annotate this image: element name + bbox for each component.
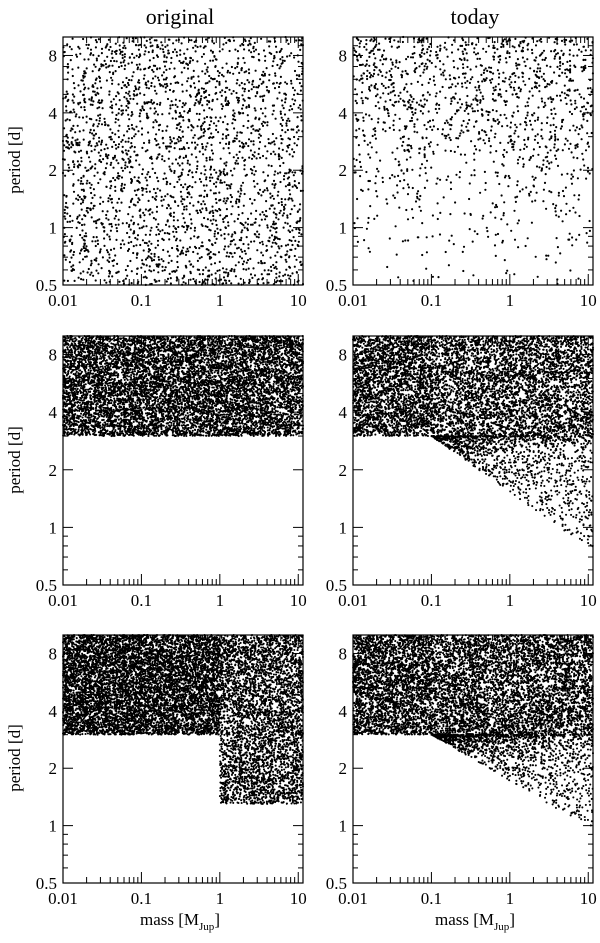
- y-tick-label: 2: [339, 161, 348, 180]
- axes-bottom-today: 0.01 0.1 1 10 0.5 1 2 4 8: [326, 634, 597, 908]
- y-tick-label: 1: [339, 817, 348, 836]
- x-tick-label: 0.1: [421, 889, 442, 908]
- y-tick-label: 4: [339, 403, 348, 422]
- x-tick-label: 0.1: [421, 591, 442, 610]
- x-tick-label: 10: [580, 591, 597, 610]
- scatter-points-middle-today: [352, 334, 595, 548]
- x-tick-label: 0.01: [48, 591, 78, 610]
- x-tick-label: 0.01: [48, 889, 78, 908]
- y-tick-label: 0.5: [326, 576, 347, 595]
- marks-bottom-today: [352, 633, 595, 827]
- y-tick-label: 2: [49, 161, 58, 180]
- y-tick-label: 4: [49, 104, 58, 123]
- x-tick-label: 0.1: [131, 291, 152, 310]
- plot-frame: [352, 36, 594, 286]
- axes-middle-original: 0.01 0.1 1 10 0.5 1 2 4 8: [36, 335, 307, 610]
- x-tick-label: 0.1: [421, 291, 442, 310]
- x-tick-label: 0.01: [338, 889, 368, 908]
- x-tick-label: 10: [290, 889, 307, 908]
- scatter-points-bottom-original: [62, 633, 304, 805]
- panel-top-today: 0.01 0.1 1 10 0.5 1 2 4 8: [326, 35, 597, 310]
- y-tick-label: 2: [339, 759, 348, 778]
- panel-bottom-original: 0.01 0.1 1 10 0.5 1 2 4 8: [36, 633, 307, 908]
- column-title-today: today: [451, 4, 500, 29]
- scatter-points-middle-original: [62, 334, 304, 438]
- ylabel-top: period [d]: [5, 126, 24, 194]
- x-tick-label: 10: [290, 291, 307, 310]
- x-tick-label: 0.01: [48, 291, 78, 310]
- y-tick-label: 4: [49, 403, 58, 422]
- y-tick-label: 1: [339, 518, 348, 537]
- y-tick-label: 8: [339, 644, 348, 663]
- x-tick-label: 10: [290, 591, 307, 610]
- y-tick-label: 1: [49, 518, 58, 537]
- plot-frame: [352, 335, 594, 586]
- y-tick-label: 0.5: [36, 576, 57, 595]
- x-tick-label: 1: [506, 591, 515, 610]
- scatter-points-top-today: [352, 35, 594, 285]
- axes-middle-today: 0.01 0.1 1 10 0.5 1 2 4 8: [326, 335, 597, 610]
- plot-frame: [352, 634, 594, 884]
- x-tick-label: 0.1: [131, 591, 152, 610]
- y-tick-label: 1: [49, 817, 58, 836]
- x-tick-label: 1: [506, 291, 515, 310]
- y-tick-label: 4: [339, 702, 348, 721]
- y-tick-label: 0.5: [326, 874, 347, 893]
- y-tick-label: 0.5: [326, 276, 347, 295]
- marks-middle-original: [62, 334, 304, 438]
- x-tick-label: 0.1: [131, 889, 152, 908]
- scatter-points-top-original: [61, 35, 305, 286]
- y-tick-label: 8: [49, 346, 58, 365]
- y-tick-label: 0.5: [36, 874, 57, 893]
- y-tick-label: 2: [49, 461, 58, 480]
- y-tick-label: 8: [49, 644, 58, 663]
- plot-frame: [62, 36, 304, 286]
- marks-top-today: [352, 35, 594, 285]
- y-tick-label: 4: [49, 702, 58, 721]
- scatter-points-bottom-today: [352, 633, 595, 827]
- axes-top-today: 0.01 0.1 1 10 0.5 1 2 4 8: [326, 36, 597, 310]
- axes-bottom-original: 0.01 0.1 1 10 0.5 1 2 4 8: [36, 634, 307, 908]
- y-tick-label: 8: [339, 346, 348, 365]
- column-title-original: original: [146, 4, 214, 29]
- plot-frame: [62, 634, 304, 884]
- y-tick-label: 2: [339, 461, 348, 480]
- y-tick-label: 8: [49, 46, 58, 65]
- ylabel-bottom: period [d]: [5, 724, 24, 792]
- x-tick-label: 0.01: [338, 591, 368, 610]
- x-tick-label: 1: [216, 889, 225, 908]
- y-tick-label: 2: [49, 759, 58, 778]
- panel-bottom-today: 0.01 0.1 1 10 0.5 1 2 4 8: [326, 633, 597, 908]
- xlabel-right: mass [MJup]: [435, 910, 515, 933]
- marks-bottom-original: [62, 633, 304, 805]
- panel-top-original: 0.01 0.1 1 10 0.5 1 2 4 8: [36, 35, 307, 310]
- ylabel-middle: period [d]: [5, 426, 24, 494]
- x-tick-label: 1: [216, 291, 225, 310]
- x-tick-label: 0.01: [338, 291, 368, 310]
- marks-top-original: [61, 35, 305, 286]
- y-tick-label: 1: [49, 219, 58, 238]
- x-tick-label: 10: [580, 291, 597, 310]
- y-tick-label: 1: [339, 219, 348, 238]
- panel-middle-original: 0.01 0.1 1 10 0.5 1 2 4 8: [36, 334, 307, 610]
- plot-frame: [62, 335, 304, 586]
- y-tick-label: 0.5: [36, 276, 57, 295]
- x-tick-label: 1: [216, 591, 225, 610]
- panel-middle-today: 0.01 0.1 1 10 0.5 1 2 4 8: [326, 334, 597, 610]
- x-tick-label: 1: [506, 889, 515, 908]
- marks-middle-today: [352, 334, 595, 548]
- x-tick-label: 10: [580, 889, 597, 908]
- y-tick-label: 8: [339, 46, 348, 65]
- y-tick-label: 4: [339, 104, 348, 123]
- xlabel-left: mass [MJup]: [140, 910, 220, 933]
- axes-top-original: 0.01 0.1 1 10 0.5 1 2 4 8: [36, 36, 307, 310]
